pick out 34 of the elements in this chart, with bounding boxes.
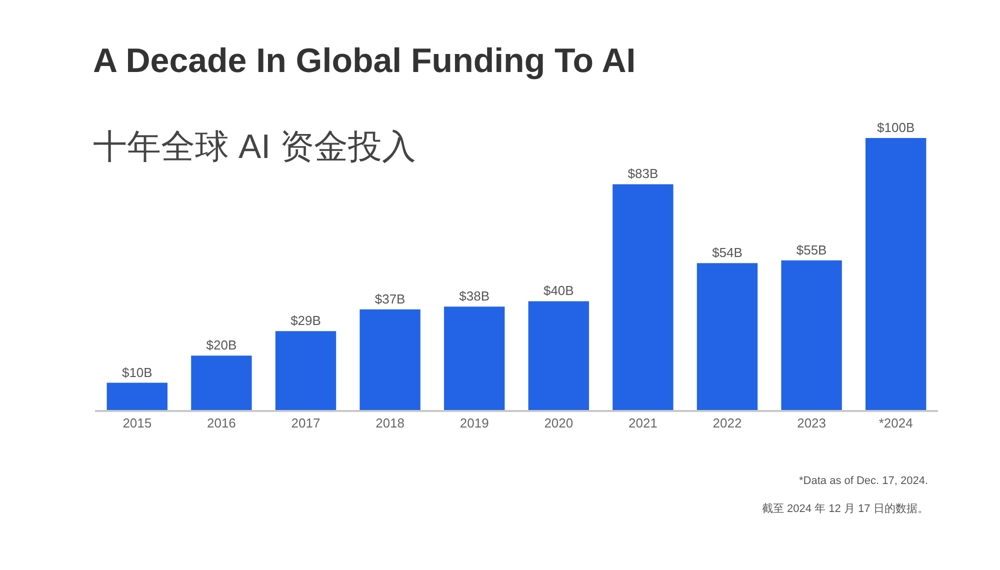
text: 截至 2024 年 12 月 17 日的数据。	[762, 502, 928, 515]
x-tick-label: *2024	[878, 415, 913, 430]
bar	[360, 309, 420, 410]
x-tick-label: 2016	[206, 415, 236, 430]
bar	[696, 263, 758, 410]
bar	[781, 260, 842, 410]
data-label: $29B	[290, 313, 321, 328]
chart-subtitle: 十年全球 AI 资金投入	[93, 128, 416, 166]
x-tick-label: 2017	[291, 415, 320, 430]
x-tick-label: 2023	[797, 415, 826, 430]
x-tick-label: 2022	[712, 415, 742, 430]
bar	[444, 306, 505, 410]
bar	[191, 356, 252, 410]
chart-title: A Decade In Global Funding To AI	[93, 42, 636, 80]
bar	[275, 331, 336, 410]
x-tick-label: 2021	[628, 415, 658, 430]
x-tick-label: 2020	[544, 415, 574, 430]
bar	[528, 301, 589, 410]
data-label: $10B	[122, 364, 152, 380]
data-label: $54B	[712, 245, 742, 260]
x-tick-label: 2015	[122, 415, 152, 430]
text: *Data as of Dec. 17, 2024.	[799, 475, 928, 487]
data-label: $37B	[374, 291, 406, 306]
x-tick-label: 2018	[376, 415, 405, 430]
data-label: $100B	[877, 120, 915, 135]
data-label: $55B	[796, 242, 827, 258]
x-tick-label: 2019	[460, 415, 489, 430]
data-label: $20B	[206, 338, 237, 353]
bar	[106, 382, 168, 410]
data-label: $40B	[543, 283, 574, 298]
bar	[612, 184, 674, 410]
data-label: $38B	[459, 288, 490, 304]
data-label: $83B	[628, 166, 658, 182]
bar	[866, 138, 926, 410]
